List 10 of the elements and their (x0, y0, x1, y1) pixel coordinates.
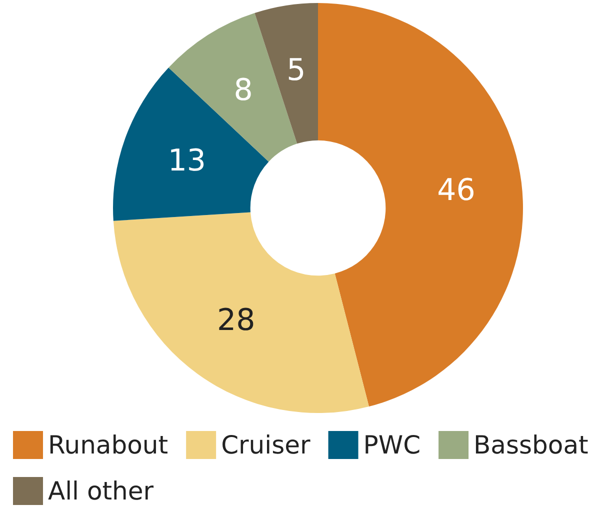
data-label: 5 (286, 52, 306, 88)
legend-label: All other (48, 476, 154, 506)
data-label: 13 (168, 143, 206, 178)
legend-label: PWC (363, 430, 421, 460)
data-label: 28 (217, 303, 256, 338)
legend-label: Cruiser (221, 430, 311, 460)
data-label: 46 (437, 173, 476, 208)
legend-label: Bassboat (474, 430, 589, 460)
data-label: 8 (234, 72, 253, 108)
legend-label: Runabout (48, 430, 168, 460)
